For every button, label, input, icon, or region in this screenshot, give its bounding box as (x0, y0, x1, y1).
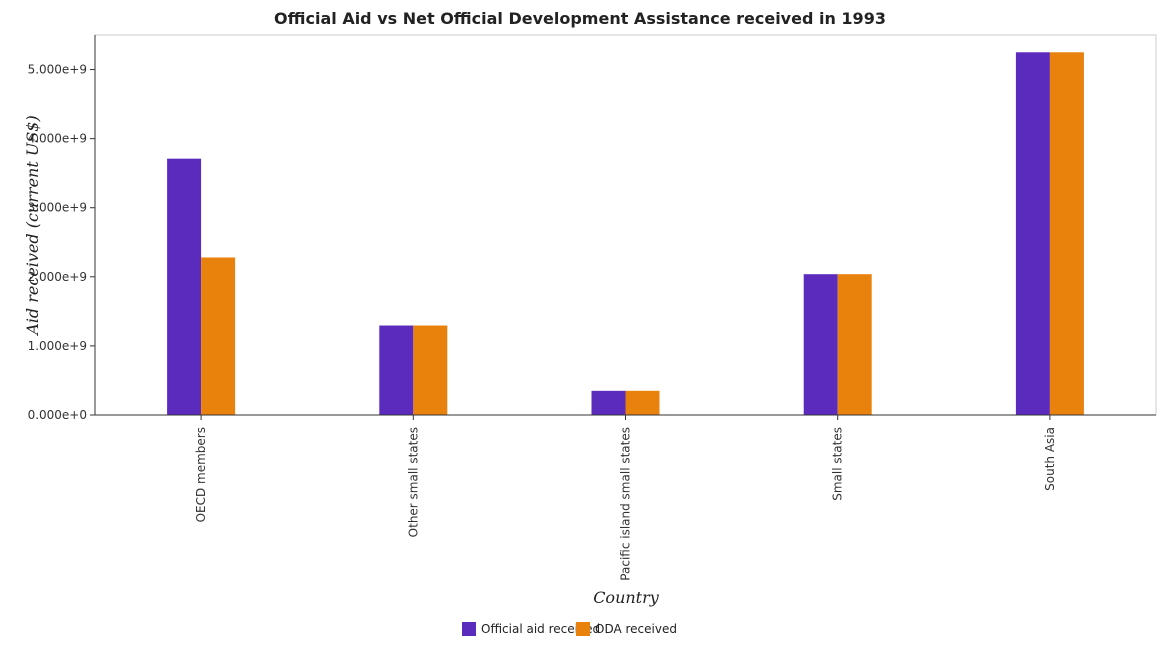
y-axis-label: Aid received (current US$) (23, 115, 42, 336)
plot-area (94, 34, 1157, 416)
bar-oda (837, 274, 872, 415)
chart-title: Official Aid vs Net Official Development… (274, 9, 886, 28)
bar-official-aid (803, 274, 838, 415)
legend-swatch (462, 622, 476, 636)
y-tick-label: 1.000e+9 (28, 339, 87, 353)
x-tick-label: Pacific island small states (619, 427, 633, 581)
x-axis: OECD members Other small states Pacific is… (95, 414, 1156, 581)
bar-oda (413, 325, 448, 415)
bar-official-aid (591, 390, 626, 415)
bar-official-aid (1015, 52, 1050, 415)
y-tick-label: 2.000e+9 (28, 270, 87, 284)
x-tick-label: Other small states (406, 427, 420, 537)
legend-label: Official aid received (481, 622, 600, 636)
bars-group (167, 52, 1084, 415)
legend-swatch (576, 622, 590, 636)
y-tick-label: 3.000e+9 (28, 201, 87, 215)
y-tick-label: 0.000e+0 (28, 408, 87, 422)
bar-official-aid (379, 325, 414, 415)
bar-oda (201, 257, 236, 415)
y-tick-label: 4.000e+9 (28, 132, 87, 146)
legend-label: ODA received (595, 622, 677, 636)
bar-oda (625, 390, 660, 415)
x-tick-label: OECD members (194, 427, 208, 522)
x-tick-label: Small states (831, 427, 845, 501)
bar-oda (1049, 52, 1084, 415)
y-tick-label: 5.000e+9 (28, 63, 87, 77)
x-axis-label: Country (593, 588, 660, 607)
bar-official-aid (167, 158, 202, 415)
x-tick-label: South Asia (1043, 427, 1057, 491)
y-axis: 0.000e+0 1.000e+9 2.000e+9 3.000e+9 4.000e+9… (28, 35, 96, 422)
